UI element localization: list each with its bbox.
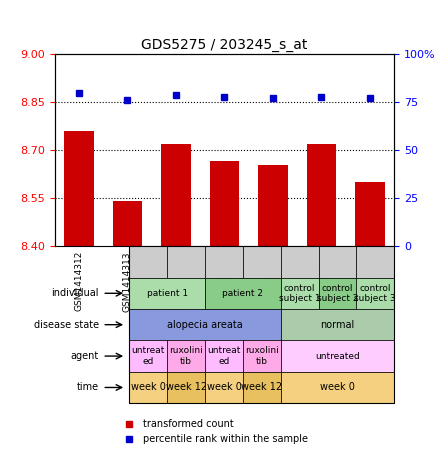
Text: week 0: week 0 <box>320 382 355 392</box>
Text: percentile rank within the sample: percentile rank within the sample <box>143 434 308 444</box>
Bar <box>113 202 142 246</box>
Text: untreat
ed: untreat ed <box>207 347 240 366</box>
Text: ruxolini
tib: ruxolini tib <box>170 347 203 366</box>
FancyBboxPatch shape <box>281 309 394 340</box>
Bar <box>64 131 94 246</box>
Text: untreat
ed: untreat ed <box>132 347 165 366</box>
FancyBboxPatch shape <box>130 340 167 372</box>
Text: control
subject 2: control subject 2 <box>317 284 358 303</box>
FancyBboxPatch shape <box>205 246 243 278</box>
Bar <box>162 144 191 246</box>
Text: agent: agent <box>71 351 99 361</box>
FancyBboxPatch shape <box>281 372 394 403</box>
Text: disease state: disease state <box>34 320 99 330</box>
FancyBboxPatch shape <box>357 246 394 278</box>
Text: week 0: week 0 <box>131 382 166 392</box>
Text: normal: normal <box>320 320 355 330</box>
FancyBboxPatch shape <box>130 246 167 278</box>
Text: control
subject 3: control subject 3 <box>354 284 396 303</box>
FancyBboxPatch shape <box>357 278 394 309</box>
FancyBboxPatch shape <box>243 372 281 403</box>
Text: alopecia areata: alopecia areata <box>167 320 243 330</box>
Text: patient 2: patient 2 <box>223 289 263 298</box>
Text: individual: individual <box>51 288 99 298</box>
Bar <box>355 182 385 246</box>
FancyBboxPatch shape <box>167 372 205 403</box>
FancyBboxPatch shape <box>318 278 357 309</box>
FancyBboxPatch shape <box>281 246 318 278</box>
FancyBboxPatch shape <box>318 246 357 278</box>
FancyBboxPatch shape <box>205 278 281 309</box>
Text: transformed count: transformed count <box>143 419 234 429</box>
Text: patient 1: patient 1 <box>147 289 188 298</box>
FancyBboxPatch shape <box>130 372 167 403</box>
FancyBboxPatch shape <box>281 278 318 309</box>
Bar <box>210 161 239 246</box>
Text: time: time <box>77 382 99 392</box>
Bar <box>258 165 287 246</box>
FancyBboxPatch shape <box>167 340 205 372</box>
Text: untreated: untreated <box>315 352 360 361</box>
FancyBboxPatch shape <box>167 246 205 278</box>
Text: week 12: week 12 <box>166 382 207 392</box>
Bar <box>307 144 336 246</box>
FancyBboxPatch shape <box>130 309 281 340</box>
FancyBboxPatch shape <box>243 246 281 278</box>
Text: control
subject 1: control subject 1 <box>279 284 321 303</box>
Text: week 12: week 12 <box>241 382 283 392</box>
FancyBboxPatch shape <box>205 340 243 372</box>
FancyBboxPatch shape <box>130 278 205 309</box>
FancyBboxPatch shape <box>281 340 394 372</box>
FancyBboxPatch shape <box>243 340 281 372</box>
Text: ruxolini
tib: ruxolini tib <box>245 347 279 366</box>
Text: week 0: week 0 <box>207 382 241 392</box>
FancyBboxPatch shape <box>205 372 243 403</box>
Title: GDS5275 / 203245_s_at: GDS5275 / 203245_s_at <box>141 38 307 52</box>
